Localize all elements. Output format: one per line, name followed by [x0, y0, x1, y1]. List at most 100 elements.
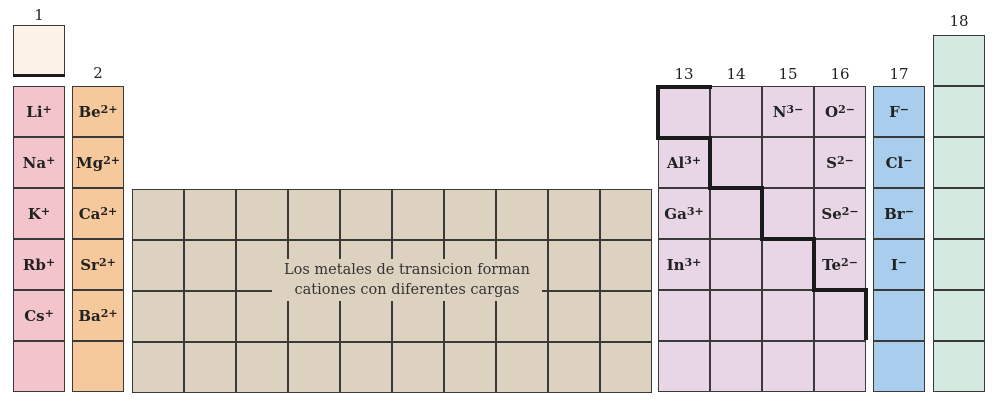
group18-cell — [933, 239, 985, 290]
transition-metal-cell — [184, 189, 236, 240]
group1-cell — [13, 137, 65, 188]
ion-symbol: K — [27, 204, 41, 223]
transition-metal-cell — [600, 189, 652, 240]
ion-charge: 2− — [836, 154, 854, 167]
group-label-2: 2 — [93, 64, 103, 82]
group17-cell — [873, 341, 925, 392]
group18-cell — [933, 86, 985, 137]
pblock-cell — [762, 188, 814, 239]
ion-symbol: N — [772, 102, 787, 121]
transition-metal-cell — [132, 342, 184, 393]
ion-charge: − — [899, 103, 909, 116]
group17-cell — [873, 137, 925, 188]
pblock-cell — [762, 137, 814, 188]
group18-cell — [933, 341, 985, 392]
transition-metal-cell — [340, 342, 392, 393]
ion-charge: + — [45, 256, 56, 269]
ion-symbol: Sr — [80, 255, 99, 274]
transition-metal-cell — [444, 342, 496, 393]
ion-charge: − — [904, 205, 914, 218]
group18-cell — [933, 188, 985, 239]
group18-cell — [933, 137, 985, 188]
pblock-cell — [762, 290, 814, 341]
pblock-cell — [814, 341, 866, 392]
transition-metal-cell — [288, 342, 340, 393]
pblock-cell — [710, 239, 762, 290]
metal-nonmetal-boundary — [812, 288, 868, 292]
group17-cell — [873, 86, 925, 137]
ion-symbol: Se — [821, 204, 842, 223]
ion-symbol: I — [890, 255, 898, 274]
ion-charge: 2− — [841, 256, 858, 269]
ion-i: I − — [873, 239, 925, 290]
transition-metal-cell — [600, 240, 652, 291]
ion-symbol: Ba — [78, 306, 101, 325]
group1-cell — [13, 341, 65, 392]
group-label-16: 16 — [830, 65, 850, 83]
metal-nonmetal-boundary — [812, 237, 816, 291]
ion-charge: + — [46, 154, 56, 167]
ion-charge: 2+ — [100, 205, 118, 218]
ion-se: Se 2− — [814, 188, 866, 239]
group-label-18: 18 — [949, 12, 969, 30]
transition-metal-cell — [600, 291, 652, 342]
ion-br: Br − — [873, 188, 925, 239]
ion-charge: − — [897, 256, 908, 269]
ion-o: O 2− — [814, 86, 866, 137]
ion-te: Te 2− — [814, 239, 866, 290]
ion-charge: 2+ — [103, 154, 120, 167]
ion-symbol: Rb — [22, 255, 46, 274]
metal-nonmetal-boundary — [864, 288, 868, 340]
group17-cell — [873, 239, 925, 290]
ion-cs: Cs + — [13, 290, 65, 341]
pblock-cell — [710, 341, 762, 392]
ion-cl: Cl − — [873, 137, 925, 188]
transition-metal-cell — [496, 189, 548, 240]
ion-symbol: Be — [78, 102, 101, 121]
transition-metal-cell — [548, 291, 600, 342]
group1-cell — [13, 188, 65, 239]
metal-nonmetal-boundary — [708, 186, 764, 190]
group-label-13: 13 — [674, 65, 694, 83]
ion-f: F − — [873, 86, 925, 137]
group2-cell — [72, 290, 124, 341]
ion-al: Al 3+ — [658, 137, 710, 188]
transition-note-line1: Los metales de transicion forman — [284, 262, 530, 278]
pblock-cell — [658, 137, 710, 188]
ion-charge: + — [42, 103, 52, 116]
pblock-cell — [710, 86, 762, 137]
ion-symbol: Cl — [885, 153, 904, 172]
ion-ga: Ga 3+ — [658, 188, 710, 239]
metal-nonmetal-boundary — [708, 136, 712, 190]
transition-metal-cell — [496, 342, 548, 393]
transition-metal-cell — [132, 189, 184, 240]
transition-metal-cell — [444, 189, 496, 240]
ion-charge: 3− — [786, 103, 804, 116]
group18-cell — [933, 35, 985, 86]
pblock-cell — [814, 86, 866, 137]
ion-symbol: Ca — [78, 204, 101, 223]
ion-symbol: F — [889, 102, 900, 121]
ion-symbol: Ga — [664, 204, 687, 223]
metal-nonmetal-boundary — [760, 237, 816, 241]
ion-be: Be 2+ — [72, 86, 124, 137]
ion-sr: Sr 2+ — [72, 239, 124, 290]
ion-ba: Ba 2+ — [72, 290, 124, 341]
metal-nonmetal-boundary — [656, 136, 712, 140]
ion-symbol: In — [666, 255, 685, 274]
ion-in: In 3+ — [658, 239, 710, 290]
ion-ca: Ca 2+ — [72, 188, 124, 239]
ion-n: N 3− — [762, 86, 814, 137]
pblock-cell — [658, 188, 710, 239]
transition-metal-cell — [236, 189, 288, 240]
transition-metal-cell — [184, 240, 236, 291]
ion-s: S 2− — [814, 137, 866, 188]
group18-cell — [933, 290, 985, 341]
pblock-cell — [814, 137, 866, 188]
transition-metal-cell — [132, 291, 184, 342]
ion-charge: 3+ — [684, 154, 702, 167]
transition-metal-cell — [548, 240, 600, 291]
hydrogen-cell — [13, 25, 65, 77]
transition-metal-cell — [548, 342, 600, 393]
